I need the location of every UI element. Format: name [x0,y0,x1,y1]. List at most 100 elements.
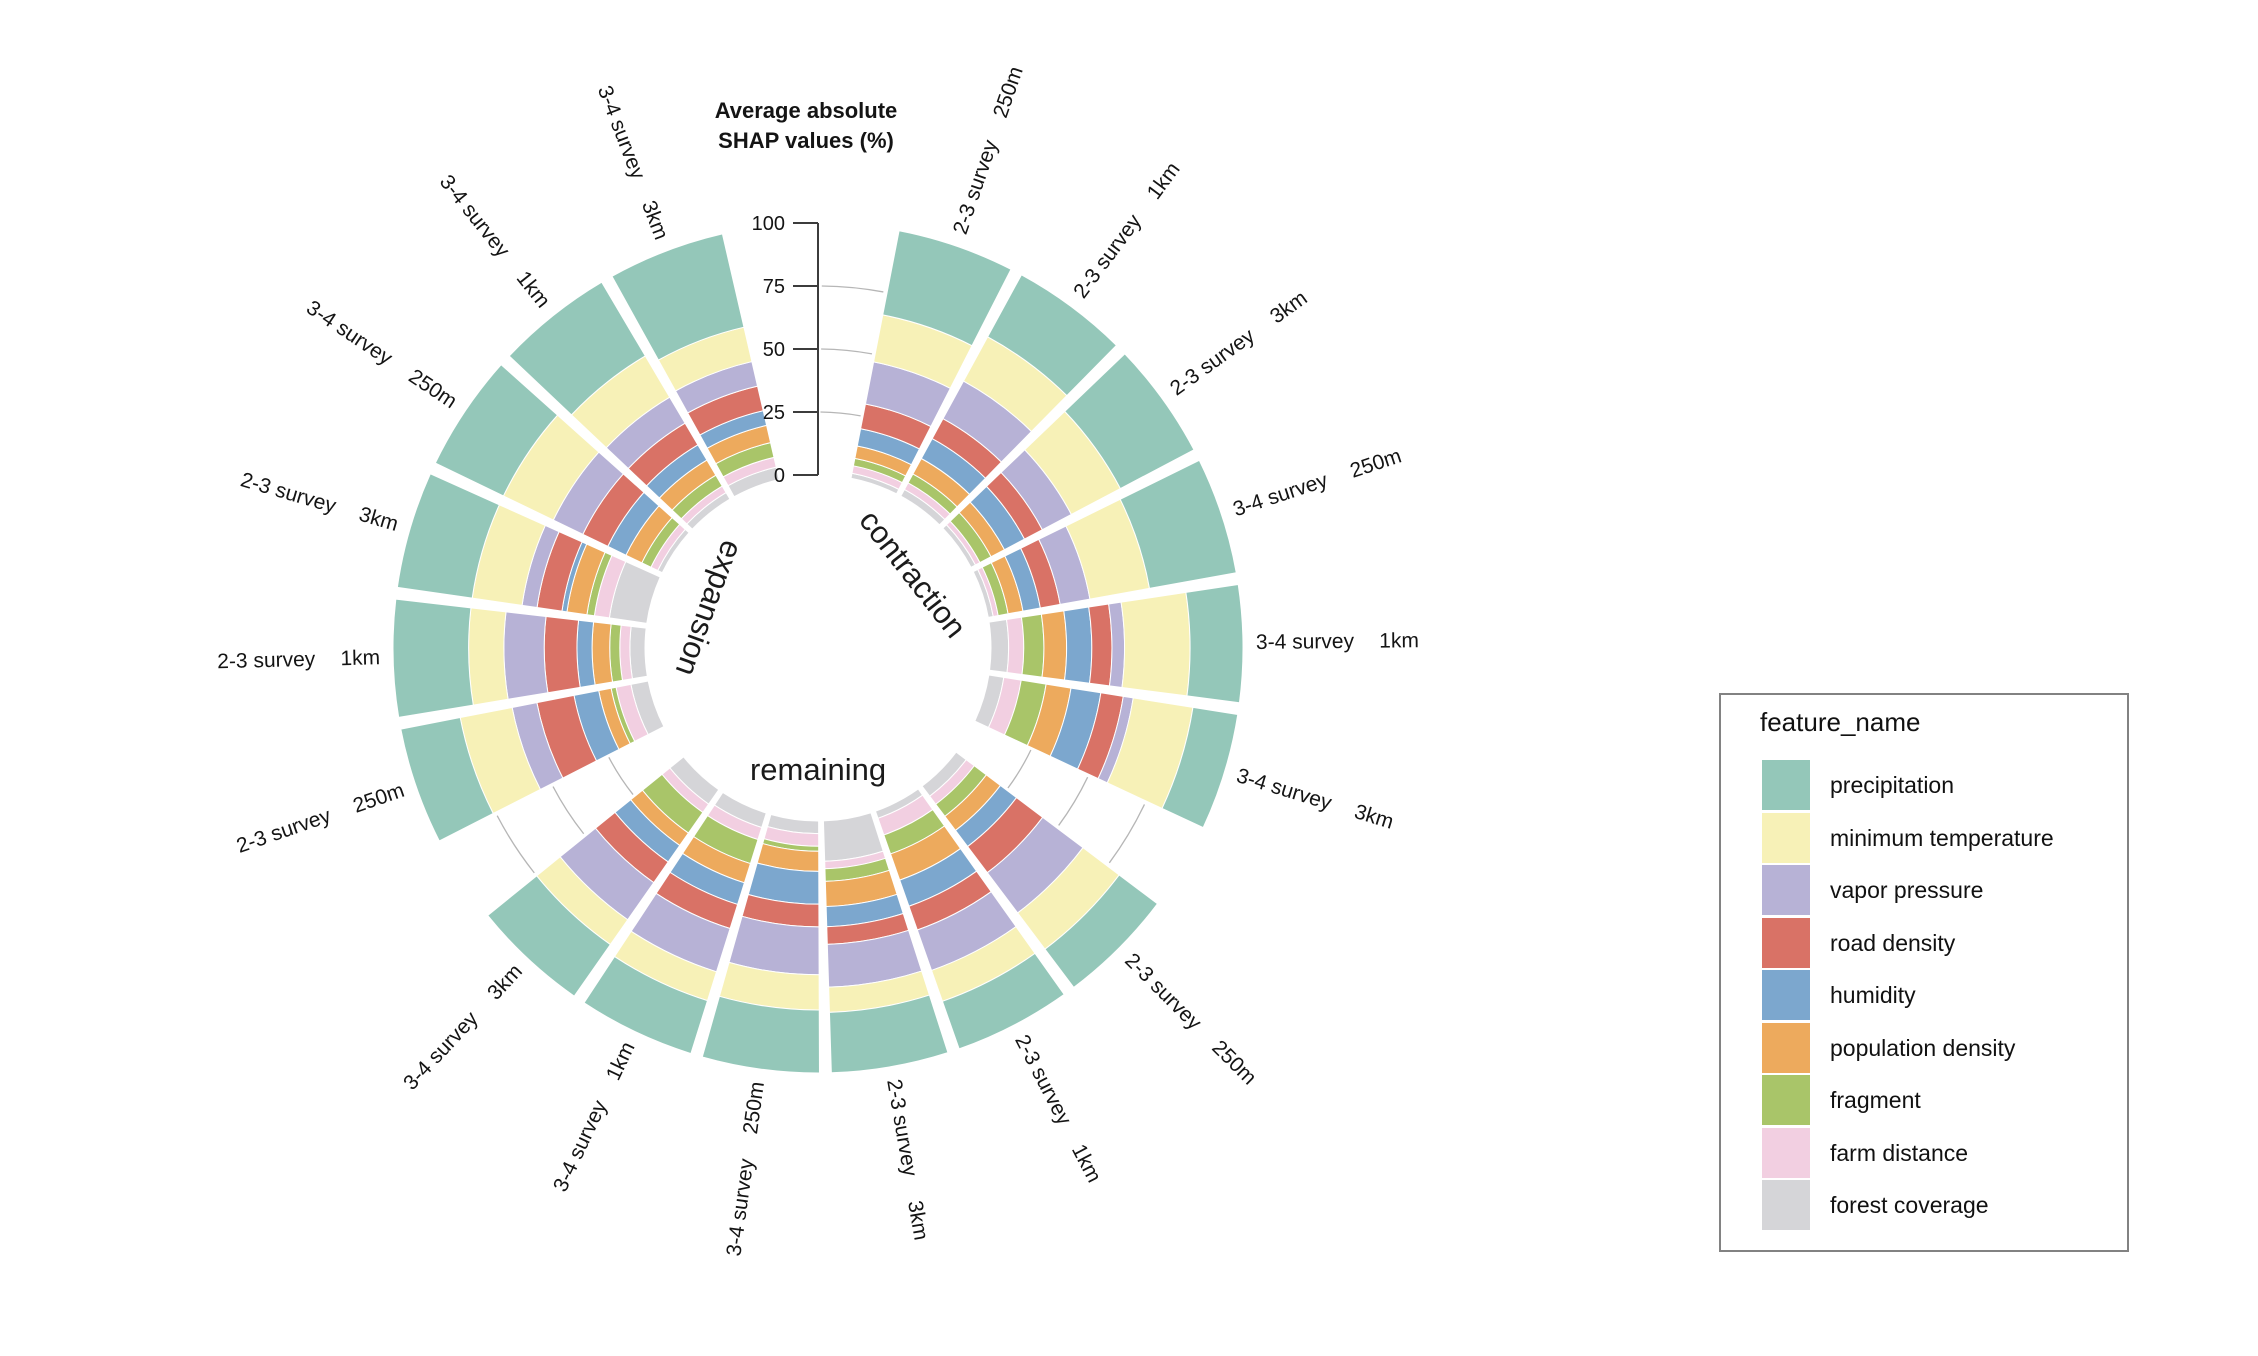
legend-item-label: minimum temperature [1830,824,2054,851]
bar-label-contraction-3-4-survey-3km: 3-4 survey 3km [1234,764,1397,834]
bar-expansion-3-4-survey-1km [508,281,731,530]
legend-item-label: farm distance [1830,1139,1969,1166]
group-label-expansion: expansion [669,536,750,681]
bar-remaining-2-3-survey-1km [874,788,1065,1050]
segment-precipitation [1161,706,1239,829]
bar-label-remaining-2-3-survey-250m: 2-3 survey 250m [1120,949,1261,1090]
segment-farm-distance [1005,616,1025,676]
segment-precipitation [434,364,559,497]
bar-label-contraction-3-4-survey-1km: 3-4 survey 1km [1256,629,1419,654]
bar-expansion-3-4-survey-3km [611,233,780,498]
bar-remaining-2-3-survey-3km [822,812,949,1074]
legend-item-humidity: humidity [1721,970,2127,1020]
legend-item-vapor-pressure: vapor pressure [1721,865,2127,915]
legend-swatch-vapor-pressure [1762,865,1810,915]
segment-road-density [1088,603,1113,687]
bar-contraction-3-4-survey-250m [972,459,1237,618]
legend-item-label: humidity [1830,982,1916,1008]
grid-arc-75 [821,285,884,293]
legend-item-precipitation: precipitation [1721,760,2127,810]
segment-forest-coverage [629,625,648,680]
bar-contraction-2-3-survey-250m [850,230,1012,495]
legend-item-label: fragment [1830,1087,1921,1113]
bar-expansion-2-3-survey-3km [396,473,661,624]
bar-label-remaining-2-3-survey-3km: 2-3 survey 3km [882,1077,932,1241]
legend-swatch-precipitation [1762,760,1810,810]
segment-precipitation [882,230,1012,347]
grid-arc-50 [1058,776,1089,826]
bar-label-expansion-3-4-survey-3km: 3-4 survey 3km [593,83,673,243]
axis-tick-label-100: 100 [752,213,785,235]
segment-precipitation [828,994,949,1074]
grid-arc-25 [820,411,861,417]
segment-fragment [1020,613,1045,678]
segment-precipitation [400,716,494,842]
bar-label-contraction-2-3-survey-1km: 2-3 survey 1km [1069,158,1185,303]
bar-label-contraction-2-3-survey-250m: 2-3 survey 250m [949,64,1028,238]
legend-item-label: population density [1830,1034,2016,1061]
legend-item-label: vapor pressure [1830,877,1984,903]
segment-vapor-pressure [503,611,549,700]
segment-humidity [576,619,596,688]
segment-precipitation [508,281,646,416]
legend-swatch-minimum-temperature [1762,812,1810,863]
group-label-remaining: remaining [750,752,886,787]
legend-item-road-density: road density [1721,917,2127,968]
segment-minimum-temperature [468,607,509,706]
segment-precipitation [1044,874,1159,989]
legend-item-label: road density [1830,929,1956,956]
bar-contraction-2-3-survey-1km [900,274,1118,526]
bar-label-expansion-2-3-survey-3km: 2-3 survey 3km [238,468,401,536]
legend-item-label: forest coverage [1830,1192,1989,1218]
legend-item-forest-coverage: forest coverage [1721,1180,2127,1230]
legend-swatch-farm-distance [1762,1127,1810,1178]
grid-arc-75 [1108,804,1146,864]
grid-arc-50 [552,786,585,835]
legend-swatch-population-density [1762,1022,1810,1073]
bar-remaining-3-4-survey-1km [583,791,767,1055]
bar-label-remaining-3-4-survey-1km: 3-4 survey 1km [549,1038,640,1195]
segment-population-density [591,621,614,686]
legend-swatch-road-density [1762,917,1810,968]
bar-remaining-2-3-survey-250m [921,751,1159,989]
legend-title: feature_name [1760,707,1921,737]
segment-precipitation [1185,583,1244,704]
segment-precipitation [611,233,745,361]
bar-expansion-2-3-survey-250m [400,680,665,842]
grid-arc-75 [496,815,535,874]
grid-arc-25 [1007,749,1032,789]
radial-axis: 0 25 50 75 100 [752,213,819,487]
axis-tick-label-25: 25 [763,402,785,424]
segment-precipitation [583,955,709,1055]
legend-item-population-density: population density [1721,1022,2127,1073]
bar-label-remaining-3-4-survey-250m: 3-4 survey 250m [722,1080,769,1257]
legend-item-minimum-temperature: minimum temperature [1721,812,2127,863]
segment-precipitation [986,274,1118,397]
bar-expansion-2-3-survey-1km [392,598,648,718]
axis-title-line2: SHAP values (%) [718,128,894,153]
bar-contraction-2-3-survey-3km [942,353,1195,568]
legend-swatch-fragment [1762,1075,1810,1125]
bar-label-expansion-3-4-survey-250m: 3-4 survey 250m [302,296,461,413]
legend-item-fragment: fragment [1721,1075,2127,1125]
legend-swatch-humidity [1762,970,1810,1020]
bar-remaining-3-4-survey-3km [487,756,720,997]
grid-arcs [496,285,1146,874]
segment-precipitation [396,473,500,599]
segment-forest-coverage [988,618,1010,674]
segment-precipitation [1119,459,1237,589]
bar-expansion-3-4-survey-250m [434,364,690,574]
legend-item-farm-distance: farm distance [1721,1127,2127,1178]
axis-tick-label-50: 50 [763,339,785,361]
bar-label-remaining-2-3-survey-1km: 2-3 survey 1km [1010,1031,1105,1186]
segment-precipitation [392,598,474,718]
segment-population-density [1040,610,1068,681]
segment-minimum-temperature [1120,591,1191,697]
segment-precipitation [487,875,612,997]
bar-remaining-3-4-survey-250m [701,813,820,1074]
axis-tick-label-75: 75 [763,276,785,298]
bar-label-expansion-3-4-survey-1km: 3-4 survey 1km [435,171,555,313]
